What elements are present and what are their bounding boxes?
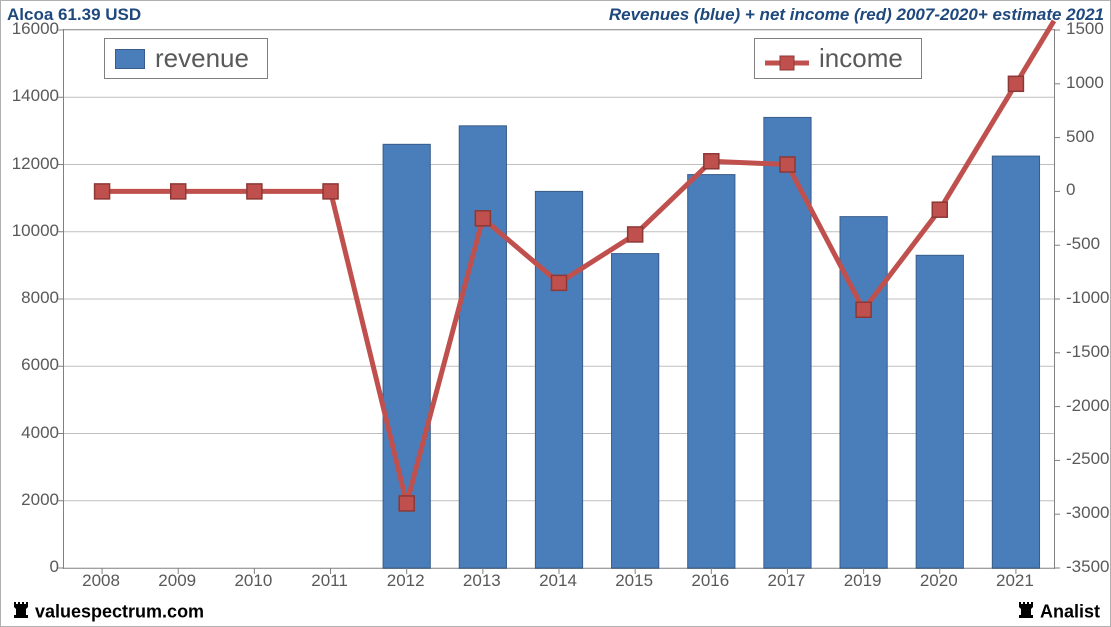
legend-income-label: income [819,43,903,74]
x-tick: 2008 [82,571,120,591]
y-right-tick: -2500 [1058,449,1111,469]
plot-svg [64,30,1054,568]
legend-bar-swatch [115,49,145,69]
plot-area: revenue income [63,29,1055,569]
chart-frame: Alcoa 61.39 USD Revenues (blue) + net in… [0,0,1111,627]
legend-revenue-label: revenue [155,43,249,74]
footer-left-text: valuespectrum.com [35,601,204,621]
y-left-tick: 8000 [1,288,65,308]
x-tick: 2009 [158,571,196,591]
y-axis-left: 0200040006000800010000120001400016000 [1,29,59,569]
y-axis-right: -3500-3000-2500-2000-1500-1000-500050010… [1058,29,1110,569]
rook-icon [1016,600,1036,625]
y-left-tick: 4000 [1,423,65,443]
x-tick: 2020 [920,571,958,591]
y-right-tick: 0 [1058,180,1111,200]
y-left-tick: 10000 [1,221,65,241]
legend-revenue: revenue [104,38,268,79]
y-left-tick: 16000 [1,19,65,39]
x-tick: 2014 [539,571,577,591]
legend-income: income [754,38,922,79]
y-left-tick: 12000 [1,154,65,174]
x-axis: 2008 2009 2010 2011 2012 2013 2014 2015 2016 2017… [63,571,1055,595]
legend-line-icon [765,53,809,73]
y-right-tick: -1500 [1058,342,1111,362]
footer: valuespectrum.com Analist [1,598,1110,626]
x-tick: 2016 [691,571,729,591]
y-right-tick: -3000 [1058,503,1111,523]
y-left-tick: 6000 [1,355,65,375]
x-tick: 2019 [844,571,882,591]
y-left-tick: 0 [1,557,65,577]
x-tick: 2013 [463,571,501,591]
y-right-tick: 1000 [1058,73,1111,93]
y-right-tick: 1500 [1058,19,1111,39]
x-tick: 2010 [234,571,272,591]
title-row: Alcoa 61.39 USD Revenues (blue) + net in… [1,1,1110,29]
x-tick: 2021 [996,571,1034,591]
x-tick: 2012 [387,571,425,591]
rook-icon [11,600,31,625]
footer-left: valuespectrum.com [11,600,204,625]
y-left-tick: 2000 [1,490,65,510]
x-tick: 2011 [311,571,348,591]
y-right-tick: -2000 [1058,396,1111,416]
y-left-tick: 14000 [1,86,65,106]
x-tick: 2015 [615,571,653,591]
y-right-tick: -500 [1058,234,1111,254]
y-right-tick: -1000 [1058,288,1111,308]
x-tick: 2017 [768,571,806,591]
legend-line-swatch [765,49,809,69]
y-right-tick: 500 [1058,127,1111,147]
chart-subtitle: Revenues (blue) + net income (red) 2007-… [609,5,1104,25]
footer-right: Analist [1016,600,1100,625]
y-right-tick: -3500 [1058,557,1111,577]
footer-right-text: Analist [1040,601,1100,621]
